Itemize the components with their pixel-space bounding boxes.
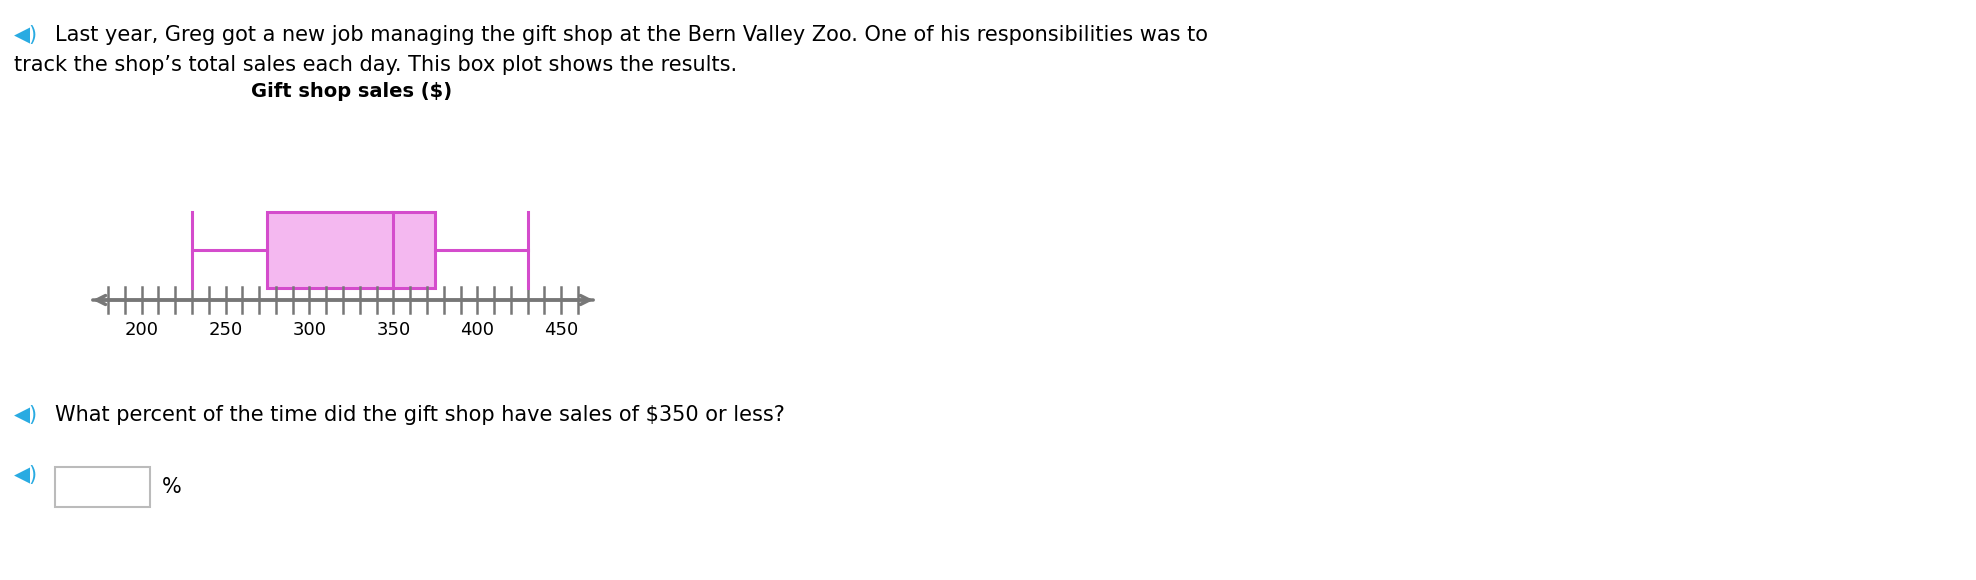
Text: 200: 200 xyxy=(124,321,158,339)
Text: 250: 250 xyxy=(207,321,243,339)
Text: What percent of the time did the gift shop have sales of $350 or less?: What percent of the time did the gift sh… xyxy=(55,405,784,425)
Text: Last year, Greg got a new job managing the gift shop at the Bern Valley Zoo. One: Last year, Greg got a new job managing t… xyxy=(55,25,1207,45)
FancyBboxPatch shape xyxy=(267,212,435,288)
Text: %: % xyxy=(162,477,182,497)
Text: ◀): ◀) xyxy=(14,465,38,485)
Text: 300: 300 xyxy=(292,321,326,339)
Text: 400: 400 xyxy=(460,321,494,339)
Text: track the shop’s total sales each day. This box plot shows the results.: track the shop’s total sales each day. T… xyxy=(14,55,737,75)
Text: ◀): ◀) xyxy=(14,405,38,425)
Text: 450: 450 xyxy=(543,321,579,339)
Text: Gift shop sales ($): Gift shop sales ($) xyxy=(251,82,453,101)
Text: ◀): ◀) xyxy=(14,25,38,45)
FancyBboxPatch shape xyxy=(55,467,150,507)
Text: 350: 350 xyxy=(375,321,411,339)
